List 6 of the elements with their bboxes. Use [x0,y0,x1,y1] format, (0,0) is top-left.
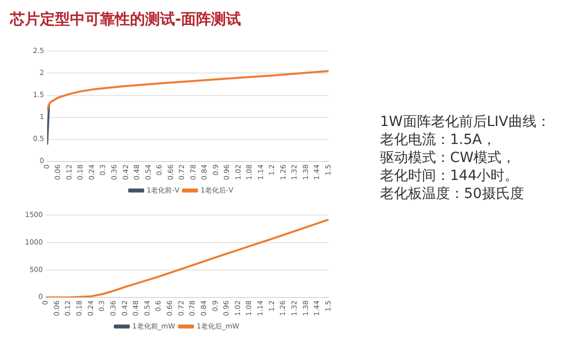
chart-title: 芯片定型中可靠性的测试-面阵测试 [10,10,242,29]
text: 老化板温度：50摄氏度 [380,185,525,203]
text: 1W面阵老化前后LIV曲线： [380,113,550,131]
text: 驱动模式：CW模式， [380,149,517,167]
text: 老化时间：144小时。 [380,167,520,185]
text: 老化电流：1.5A， [380,131,497,149]
